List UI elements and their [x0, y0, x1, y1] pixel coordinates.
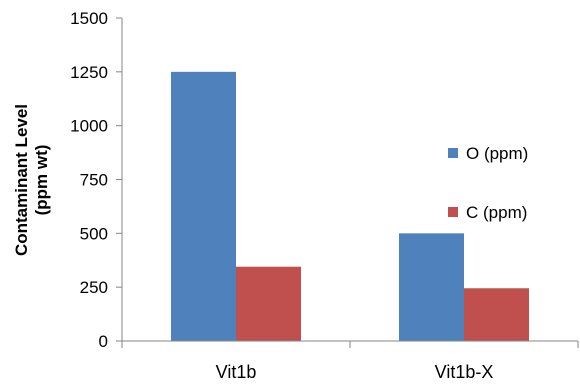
y-tick-label: 0: [99, 332, 108, 351]
y-tick-label: 500: [80, 224, 108, 243]
y-tick-label: 750: [80, 171, 108, 190]
legend-label: O (ppm): [466, 144, 528, 163]
bar-c-0: [236, 266, 301, 341]
x-category-label: Vit1b-X: [435, 362, 494, 382]
x-category-label: Vit1b: [216, 362, 257, 382]
y-axis-title-line: (ppm wt): [32, 145, 51, 216]
y-tick-label: 1000: [70, 117, 108, 136]
legend-swatch: [448, 207, 458, 217]
bar-c-1: [464, 288, 529, 341]
bars: [171, 71, 529, 341]
x-axis: Vit1b Vit1b-X: [121, 340, 579, 382]
legend: O (ppm) C (ppm): [448, 144, 528, 222]
bar-o-1: [399, 233, 464, 341]
bar-o-0: [171, 71, 236, 341]
y-axis-title-line: Contaminant Level: [12, 104, 31, 256]
legend-swatch: [448, 148, 458, 158]
y-axis-title: Contaminant Level (ppm wt): [12, 104, 51, 256]
y-tick-label: 1250: [70, 63, 108, 82]
y-tick-label: 1500: [70, 9, 108, 28]
legend-label: C (ppm): [466, 203, 527, 222]
y-tick-label: 250: [80, 278, 108, 297]
y-axis-ticks: 0 250 500 750 1000 1250 1500: [70, 9, 123, 351]
